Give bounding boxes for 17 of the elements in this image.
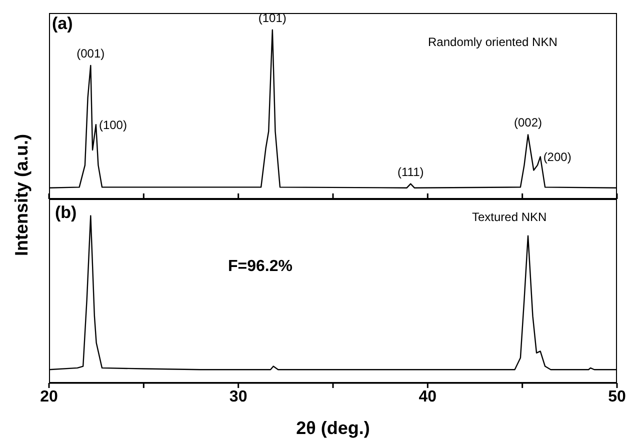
annotation: (001) [76, 46, 105, 60]
annotation: (a) [52, 14, 73, 33]
annotation: Randomly oriented NKN [428, 35, 558, 49]
annotation: (200) [543, 150, 572, 164]
x-axis-title: 2θ (deg.) [296, 418, 370, 438]
annotation: (002) [514, 116, 542, 130]
x-tick-label: 30 [229, 388, 248, 406]
x-tick-label: 40 [418, 388, 437, 406]
y-axis-title: Intensity (a.u.) [12, 134, 32, 256]
annotation: (b) [55, 203, 77, 222]
x-tick-label: 50 [608, 388, 626, 406]
annotation: F=96.2% [228, 258, 292, 275]
x-tick-label: 20 [40, 388, 58, 406]
annotation: Textured NKN [472, 210, 547, 224]
annotation: (111) [398, 164, 424, 179]
annotation: (101) [258, 10, 286, 25]
annotation: (100) [98, 118, 127, 132]
